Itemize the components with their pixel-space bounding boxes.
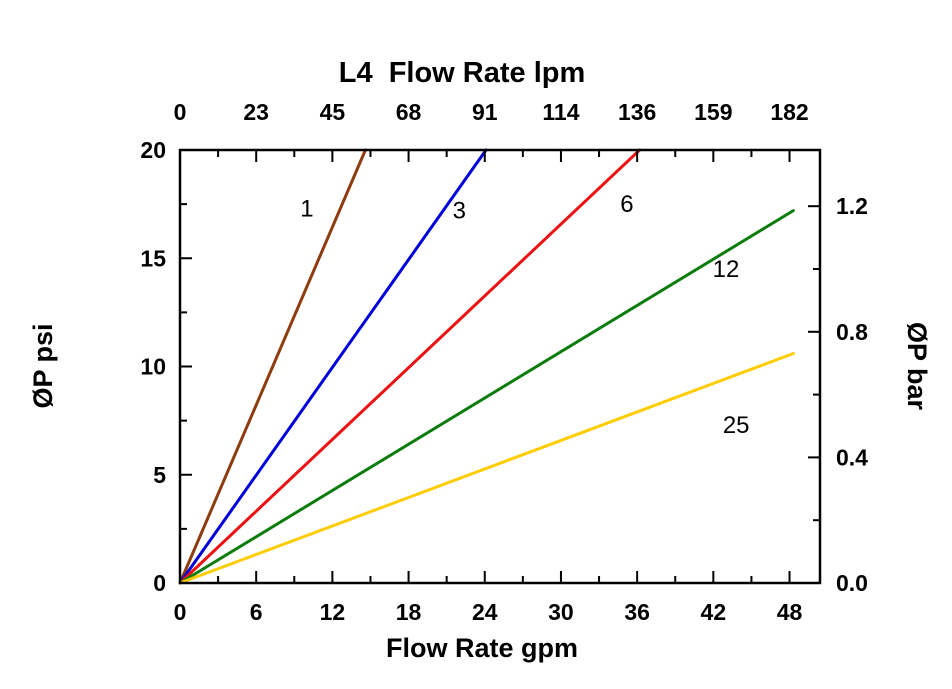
y-left-tick-label: 10	[140, 354, 166, 380]
y-right-tick-label: 1.2	[836, 193, 868, 219]
x-axis-label-bottom: Flow Rate gpm	[386, 633, 578, 663]
x-bottom-tick-label: 6	[250, 599, 263, 625]
series-label-12: 12	[713, 256, 740, 283]
x-top-tick-label: 136	[618, 99, 656, 125]
y-right-tick-label: 0.8	[836, 319, 868, 345]
series-label-6: 6	[620, 191, 633, 218]
plot-border	[178, 148, 822, 585]
series-line-3	[178, 148, 488, 585]
y-axis-label-right: ØP bar	[902, 322, 932, 411]
x-top-tick-label: 159	[694, 99, 732, 125]
x-bottom-tick-label: 48	[777, 599, 803, 625]
series-label-3: 3	[453, 198, 466, 225]
x-top-tick-label: 23	[243, 99, 269, 125]
y-right-tick-label: 0.0	[836, 570, 868, 596]
x-bottom-tick-label: 0	[174, 599, 187, 625]
series-label-1: 1	[300, 195, 313, 222]
y-left-tick-label: 20	[140, 137, 166, 163]
x-bottom-tick-label: 42	[701, 599, 727, 625]
x-bottom-tick-label: 24	[472, 599, 498, 625]
x-top-tick-label: 182	[770, 99, 808, 125]
x-top-tick-label: 68	[396, 99, 422, 125]
series-label-25: 25	[723, 412, 750, 439]
x-bottom-tick-label: 12	[320, 599, 346, 625]
y-left-tick-label: 5	[153, 462, 166, 488]
series-line-6	[178, 148, 642, 585]
y-left-tick-label: 0	[153, 570, 166, 596]
series-line-1	[178, 148, 367, 585]
chart-title: L4 Flow Rate lpm	[339, 57, 586, 89]
y-left-tick-label: 15	[140, 245, 166, 271]
x-bottom-tick-label: 18	[396, 599, 422, 625]
y-axis-label-left: ØP psi	[28, 323, 58, 408]
x-top-tick-label: 91	[472, 99, 498, 125]
y-right-tick-label: 0.4	[836, 444, 868, 470]
plot-area: 1 3 61225006231245186824913011436136421594…	[140, 99, 868, 625]
x-top-tick-label: 45	[320, 99, 346, 125]
x-bottom-tick-label: 36	[624, 599, 650, 625]
x-bottom-tick-label: 30	[548, 599, 574, 625]
series-line-12	[178, 209, 795, 585]
x-top-tick-label: 0	[174, 99, 187, 125]
x-top-tick-label: 114	[542, 99, 579, 125]
series-line-25	[178, 352, 795, 585]
